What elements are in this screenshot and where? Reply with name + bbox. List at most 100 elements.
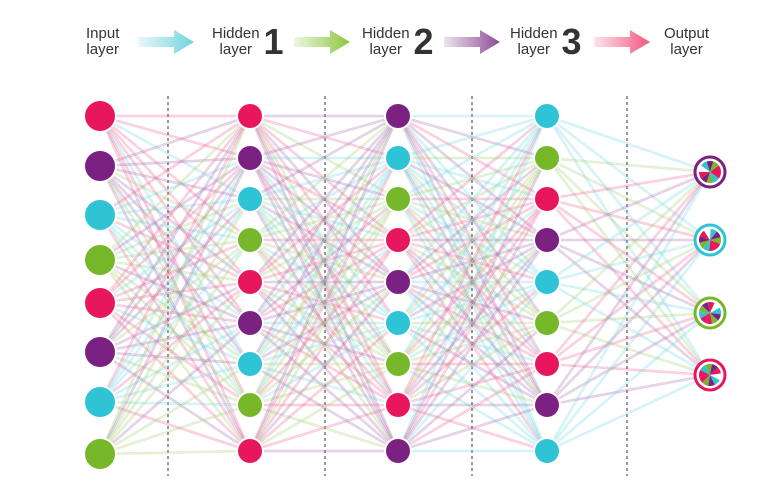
- output-node-slice: [701, 302, 710, 313]
- connection: [546, 238, 711, 366]
- connection: [396, 198, 549, 406]
- connection: [99, 114, 251, 168]
- connection-highlight: [397, 115, 548, 200]
- connection-highlight: [249, 115, 399, 452]
- connection-highlight: [397, 404, 548, 452]
- connection-highlight: [546, 312, 711, 365]
- connection: [99, 280, 251, 404]
- connection: [546, 362, 711, 377]
- hidden-layer-3-number: 3: [561, 21, 582, 62]
- connection-highlight: [249, 157, 399, 283]
- connection: [99, 280, 251, 354]
- connection-highlight: [397, 198, 548, 324]
- output-node-slice: [706, 161, 714, 172]
- connection-highlight: [99, 281, 251, 304]
- connection-highlight: [397, 157, 548, 283]
- connection-highlight: [397, 363, 548, 406]
- output-node-slice: [710, 302, 720, 313]
- connection-highlight: [546, 312, 711, 324]
- connection: [397, 157, 548, 324]
- connection: [397, 156, 548, 201]
- connection: [99, 301, 251, 325]
- connection: [397, 239, 548, 406]
- connection-highlight: [249, 157, 399, 241]
- connection: [546, 197, 711, 315]
- hidden1-node: [238, 146, 262, 170]
- connection-highlight: [99, 115, 251, 406]
- connection-highlight: [397, 322, 548, 365]
- connection-highlight: [99, 115, 251, 324]
- connection-highlight: [99, 198, 251, 261]
- connection: [546, 156, 711, 174]
- hidden-layer-2-number: 2: [413, 21, 434, 62]
- connection: [99, 213, 251, 284]
- connection: [249, 198, 399, 365]
- connection: [249, 281, 399, 406]
- connection: [249, 157, 399, 324]
- connection: [248, 115, 400, 406]
- connection: [397, 281, 548, 452]
- connection: [249, 280, 399, 325]
- connection: [546, 238, 711, 325]
- connection-highlight: [249, 239, 399, 365]
- connection: [98, 198, 252, 455]
- connection: [249, 322, 399, 452]
- connection-highlight: [249, 404, 399, 452]
- connection: [99, 156, 251, 168]
- connection: [99, 259, 251, 406]
- connection: [99, 302, 251, 452]
- connection: [99, 114, 251, 217]
- connection: [99, 321, 251, 404]
- connection: [396, 115, 549, 452]
- output-node-slice: [710, 231, 721, 240]
- connection: [249, 281, 399, 452]
- hidden-layer-1-label: Hidden layer: [212, 25, 260, 58]
- hidden2-node: [386, 228, 410, 252]
- connection: [397, 280, 548, 366]
- connection: [99, 157, 251, 304]
- connection: [396, 157, 549, 365]
- hidden3-node: [535, 439, 559, 463]
- connection-highlight: [397, 281, 548, 452]
- connection-highlight: [99, 322, 251, 403]
- connection-highlight: [397, 198, 548, 241]
- hidden-layer-2-label: Hidden layer: [362, 25, 410, 58]
- connection-highlight: [99, 198, 251, 216]
- connection-highlight: [99, 239, 251, 403]
- connection-highlight: [249, 322, 399, 406]
- connection: [397, 321, 548, 366]
- connection: [249, 156, 399, 242]
- connection: [98, 115, 252, 365]
- hidden3-node: [535, 352, 559, 376]
- connection: [397, 197, 548, 284]
- connection-highlight: [249, 322, 399, 406]
- connection: [248, 198, 400, 452]
- connection: [249, 115, 399, 283]
- connection: [546, 197, 711, 242]
- connection-highlight: [99, 351, 251, 452]
- connection-highlight: [249, 239, 399, 283]
- connection: [397, 156, 548, 242]
- output-node: [693, 155, 727, 189]
- input-node: [85, 439, 115, 469]
- connection-highlight: [397, 115, 548, 324]
- connection-highlight: [249, 157, 399, 283]
- connection: [249, 157, 399, 283]
- connection-highlight: [99, 401, 251, 406]
- connection-highlight: [397, 363, 548, 406]
- connection: [397, 156, 548, 201]
- output-node-slice: [705, 313, 713, 324]
- connection: [248, 239, 400, 452]
- connection: [249, 197, 399, 284]
- connection: [397, 322, 548, 452]
- arrow-hidden2-to-hidden3-icon: [444, 30, 500, 54]
- header-hidden-layer-2: Hidden layer 2: [362, 20, 434, 64]
- connection-highlight: [397, 198, 548, 241]
- connection: [248, 157, 400, 406]
- connection: [249, 115, 399, 241]
- connection: [99, 400, 251, 453]
- connection: [98, 198, 252, 403]
- connection: [396, 115, 549, 365]
- connection-highlight: [546, 171, 711, 283]
- connection-highlight: [546, 239, 711, 406]
